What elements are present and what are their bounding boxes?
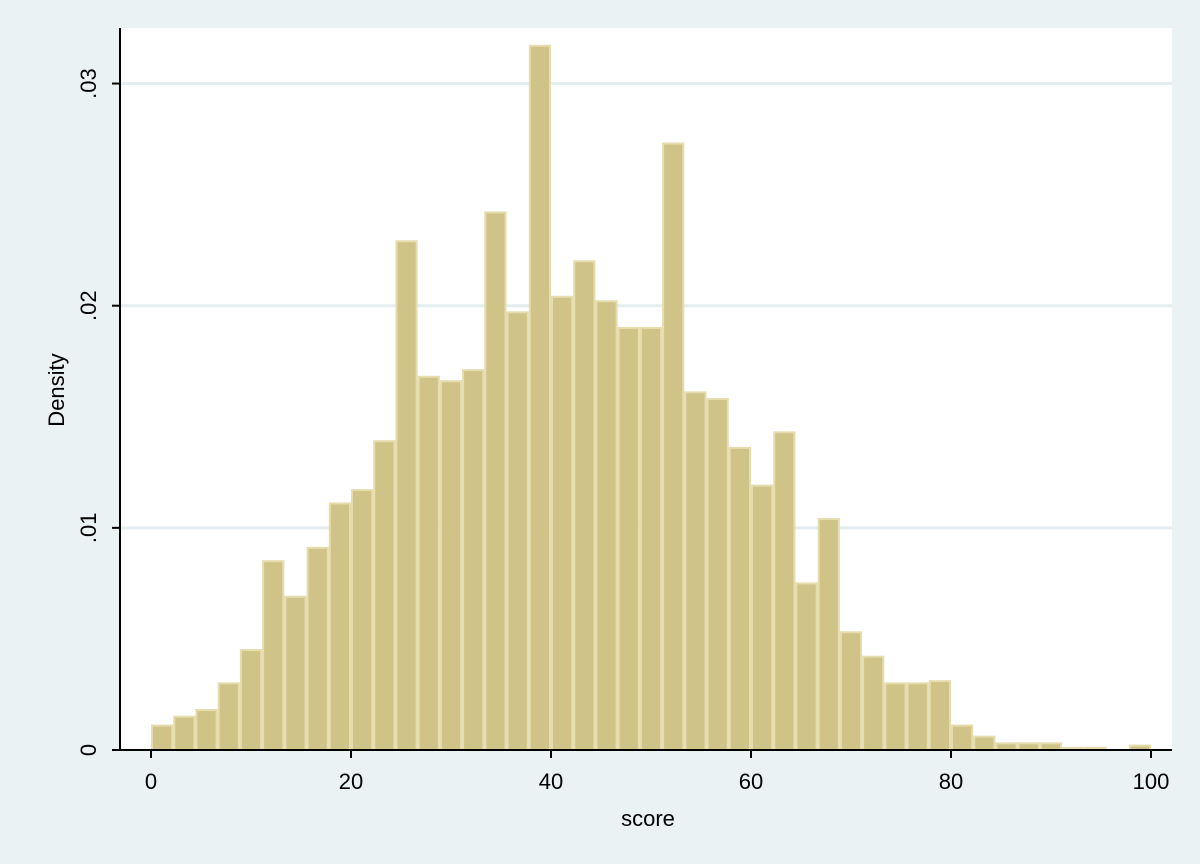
bar [551,295,574,751]
bar [595,300,618,751]
bar [373,440,396,751]
bar [951,724,974,751]
bar [662,142,685,751]
bar [484,211,507,751]
bar [817,517,840,752]
x-tick-label: 20 [339,769,363,794]
bar [839,631,863,752]
bar [773,431,796,751]
bar [195,709,218,752]
x-tick-label: 40 [539,769,563,794]
bar [706,397,729,751]
bar [217,682,240,751]
bar [906,682,929,751]
bar [328,502,351,752]
bar [928,680,952,752]
y-tick-label: .01 [76,513,101,544]
bar [528,44,552,752]
bar [795,582,818,752]
y-axis-label: Density [44,353,69,426]
bar [573,260,596,751]
bar [862,655,885,751]
bar [639,326,663,751]
x-tick-label: 60 [739,769,763,794]
bar [439,380,463,751]
x-tick-label: 80 [939,769,963,794]
bar [395,240,418,751]
bar [506,311,529,751]
bar [417,375,440,751]
bar [462,369,485,751]
bar [973,735,996,752]
y-tick-label: .03 [76,68,101,99]
bar [306,546,329,752]
bar [884,682,907,751]
bar [684,391,707,751]
bar [173,715,196,752]
bar [239,649,263,751]
x-tick-label: 100 [1133,769,1170,794]
bar [262,560,285,752]
y-tick-label: .02 [76,290,101,321]
bar [151,724,174,751]
bar [351,489,374,751]
bar [617,326,640,751]
x-axis-label: score [621,806,675,831]
bar [284,595,307,752]
bar [751,484,774,751]
bar [728,446,752,751]
y-tick-label: 0 [76,744,101,756]
x-tick-label: 0 [145,769,157,794]
